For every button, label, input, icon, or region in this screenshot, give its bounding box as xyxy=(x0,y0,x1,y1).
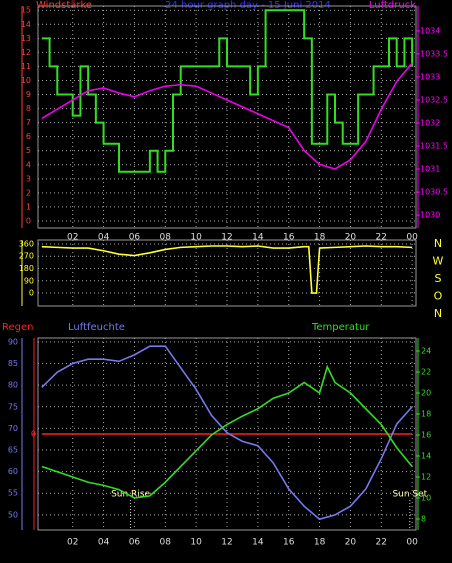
annotation: Sun Rise xyxy=(111,490,150,500)
x-tick-label: 08 xyxy=(160,233,172,243)
x-tick-label: 20 xyxy=(345,233,357,243)
y-tick-label: 1032.5 xyxy=(420,95,448,104)
legend-entry: Luftfeuchte xyxy=(68,322,125,333)
y-tick-label: 2 xyxy=(26,188,31,197)
y-tick-label: 1030.5 xyxy=(420,188,448,197)
x-tick-label: 22 xyxy=(376,233,387,243)
y-tick-label: 270 xyxy=(19,252,34,261)
y-tick-label: 360 xyxy=(19,239,34,248)
y-tick-label: 60 xyxy=(8,467,18,476)
x-tick-label: 20 xyxy=(345,538,357,548)
y-tick-label: 13 xyxy=(21,34,31,43)
y-tick-label: 3 xyxy=(26,174,31,183)
y-tick-label: 50 xyxy=(8,510,18,519)
series-line xyxy=(41,245,413,294)
y-tick-label: 24 xyxy=(421,347,431,356)
series-line xyxy=(41,62,413,170)
y-tick-label: 10 xyxy=(421,493,431,502)
legend-entry: Temperatur xyxy=(311,322,370,333)
series-line xyxy=(41,364,413,499)
y-tick-label: 14 xyxy=(421,451,431,460)
x-tick-label: 16 xyxy=(283,538,295,548)
y-tick-label: 8 xyxy=(421,514,426,523)
y-tick-label: 1030 xyxy=(420,211,440,220)
y-tick-label: 10 xyxy=(21,76,31,85)
y-tick-label: 1032 xyxy=(420,118,440,127)
y-tick-label: 75 xyxy=(8,402,18,411)
x-tick-label: 00 xyxy=(406,538,418,548)
x-tick-label: 06 xyxy=(129,233,141,243)
y-tick-label: 1033.5 xyxy=(420,49,448,58)
x-tick-label: 14 xyxy=(252,233,264,243)
x-tick-label: 06 xyxy=(129,538,141,548)
x-tick-label: 12 xyxy=(221,233,232,243)
x-tick-label: 18 xyxy=(314,538,326,548)
x-tick-label: 02 xyxy=(67,538,78,548)
legend-entry: Windstärke xyxy=(36,0,92,11)
y-tick-label: 1033 xyxy=(420,72,440,81)
x-tick-label: 08 xyxy=(160,538,172,548)
y-tick-label: 0 xyxy=(26,216,31,225)
y-tick-label: 1031 xyxy=(420,165,440,174)
compass-label: N xyxy=(434,237,442,250)
y-tick-label: 6 xyxy=(26,132,31,141)
series-line xyxy=(41,9,414,173)
y-tick-label: 180 xyxy=(19,264,34,273)
y-tick-label: 90 xyxy=(8,337,18,346)
y-tick-label: 9 xyxy=(26,90,31,99)
x-tick-label: 10 xyxy=(190,538,202,548)
y-tick-label: 18 xyxy=(421,410,431,419)
x-tick-label: 14 xyxy=(252,538,264,548)
y-tick-label: 0 xyxy=(29,289,34,298)
y-tick-label: 4 xyxy=(26,160,31,169)
y-tick-label: 16 xyxy=(421,430,431,439)
compass-label: O xyxy=(434,290,443,303)
legend-entry: Regen xyxy=(2,322,34,333)
y-tick-label: 1 xyxy=(26,202,31,211)
y-tick-label: 15 xyxy=(21,6,31,15)
y-tick-label: 80 xyxy=(8,381,18,390)
y-tick-label: 8 xyxy=(26,104,31,113)
y-tick-label: 12 xyxy=(421,472,431,481)
y-tick-label: 20 xyxy=(421,389,431,398)
y-tick-label: 11 xyxy=(21,62,31,71)
compass-label: W xyxy=(433,255,444,268)
x-tick-label: 02 xyxy=(67,233,78,243)
y-tick-label: 14 xyxy=(21,20,31,29)
x-tick-label: 22 xyxy=(376,538,387,548)
y-tick-label: 7 xyxy=(26,118,31,127)
x-tick-label: 16 xyxy=(283,233,295,243)
y-tick-label: 5 xyxy=(26,146,31,155)
y-tick-label: 55 xyxy=(8,489,18,498)
y-tick-label: 65 xyxy=(8,446,18,455)
y-tick-label: 1031.5 xyxy=(420,142,448,151)
y-tick-label: 90 xyxy=(24,276,34,285)
x-tick-label: 10 xyxy=(190,233,202,243)
y-tick-label: 70 xyxy=(8,424,18,433)
x-tick-label: 04 xyxy=(98,538,110,548)
y-tick-label: 12 xyxy=(21,48,31,57)
x-tick-label: 12 xyxy=(221,538,232,548)
compass-label: N xyxy=(434,307,442,320)
x-tick-label: 00 xyxy=(406,233,418,243)
x-tick-label: 04 xyxy=(98,233,110,243)
y-tick-label: 1034 xyxy=(420,26,440,35)
y-tick-label: 0 xyxy=(31,430,36,439)
y-tick-label: 85 xyxy=(8,359,18,368)
annotation: Sun Set xyxy=(392,490,427,500)
x-tick-label: 18 xyxy=(314,233,326,243)
series-line xyxy=(41,345,413,521)
legend-entry: Luftdruck xyxy=(369,0,416,11)
compass-label: S xyxy=(435,272,442,285)
y-tick-label: 22 xyxy=(421,368,431,377)
